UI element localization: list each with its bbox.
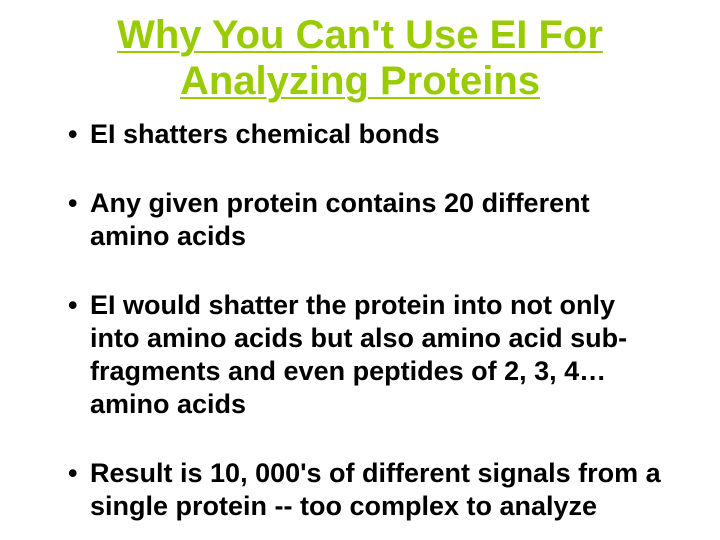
bullet-list: EI shatters chemical bonds Any given pro…: [50, 118, 670, 522]
list-item: Result is 10, 000's of different signals…: [90, 457, 670, 523]
bullet-text: EI would shatter the protein into not on…: [90, 290, 627, 419]
list-item: EI would shatter the protein into not on…: [90, 289, 670, 421]
title-line-1: Why You Can't Use EI For: [117, 13, 603, 57]
list-item: Any given protein contains 20 different …: [90, 187, 670, 253]
bullet-text: EI shatters chemical bonds: [90, 119, 440, 149]
bullet-text: Any given protein contains 20 different …: [90, 188, 590, 251]
list-item: EI shatters chemical bonds: [90, 118, 670, 151]
bullet-text: Result is 10, 000's of different signals…: [90, 458, 661, 521]
slide-title: Why You Can't Use EI For Analyzing Prote…: [50, 12, 670, 104]
title-line-2: Analyzing Proteins: [180, 59, 540, 103]
